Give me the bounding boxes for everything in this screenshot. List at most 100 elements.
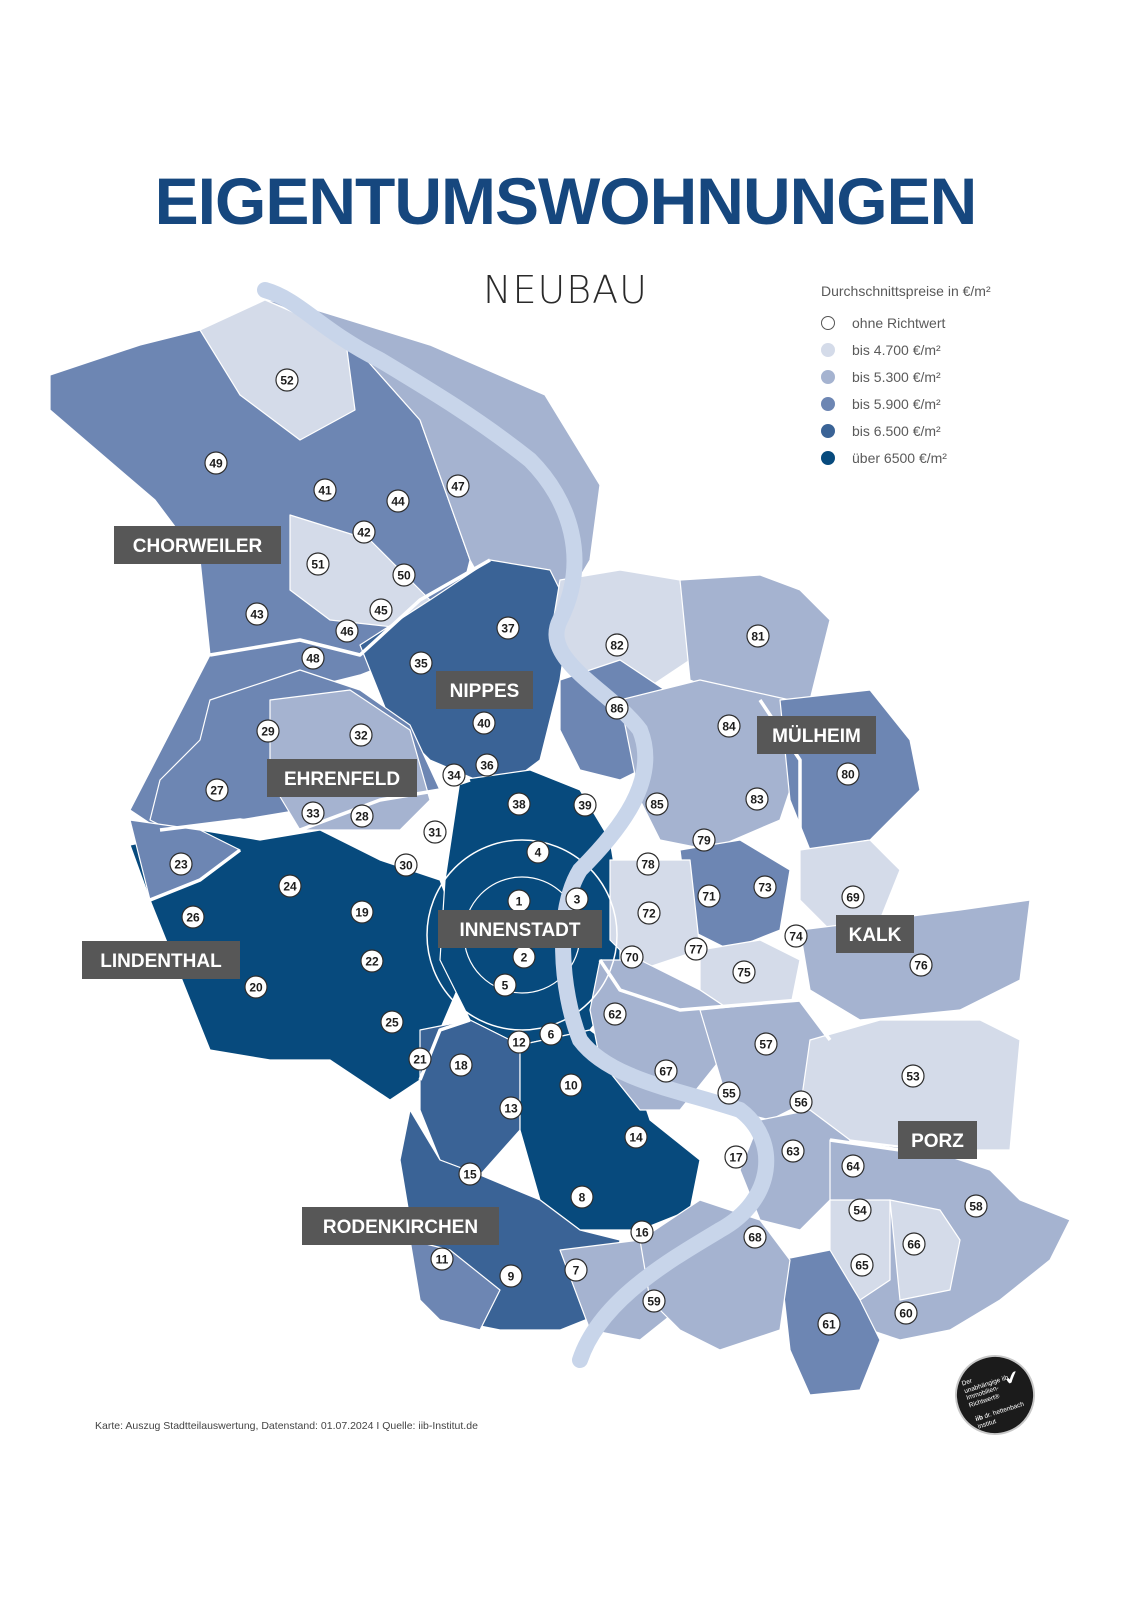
district-marker: 52 xyxy=(275,368,299,392)
marker-circle xyxy=(697,884,721,908)
district-marker: 32 xyxy=(349,723,373,747)
marker-number: 42 xyxy=(357,526,371,540)
marker-number: 85 xyxy=(650,798,664,812)
marker-number: 36 xyxy=(480,759,494,773)
district-marker: 31 xyxy=(423,820,447,844)
district-marker: 83 xyxy=(745,787,769,811)
district-label-text: PORZ xyxy=(911,1131,964,1152)
marker-number: 37 xyxy=(501,622,515,636)
district-marker: 29 xyxy=(256,719,280,743)
marker-circle xyxy=(205,778,229,802)
marker-number: 14 xyxy=(629,1131,643,1145)
marker-number: 71 xyxy=(702,890,716,904)
district-marker: 27 xyxy=(205,778,229,802)
district-marker: 21 xyxy=(408,1047,432,1071)
marker-number: 23 xyxy=(174,858,188,872)
district-marker: 59 xyxy=(642,1289,666,1313)
district-label-text: INNENSTADT xyxy=(459,920,580,941)
legend-item-6500: bis 6.500 €/m² xyxy=(821,417,991,444)
marker-number: 18 xyxy=(454,1059,468,1073)
marker-number: 32 xyxy=(354,729,368,743)
district-marker: 11 xyxy=(430,1247,454,1271)
marker-number: 8 xyxy=(579,1191,586,1205)
district-marker: 61 xyxy=(817,1312,841,1336)
marker-circle xyxy=(386,489,410,513)
region xyxy=(889,1199,961,1301)
district-marker: 2 xyxy=(512,945,536,969)
district-marker: 26 xyxy=(181,905,205,929)
district-marker: 76 xyxy=(909,953,933,977)
marker-number: 28 xyxy=(355,810,369,824)
marker-circle xyxy=(449,1053,473,1077)
district-label-text: MÜLHEIM xyxy=(772,726,861,747)
marker-number: 63 xyxy=(786,1145,800,1159)
district-marker: 23 xyxy=(169,852,193,876)
legend-swatch xyxy=(821,315,835,330)
marker-number: 73 xyxy=(758,881,772,895)
marker-circle xyxy=(350,804,374,828)
marker-number: 47 xyxy=(451,480,465,494)
district-marker: 51 xyxy=(306,552,330,576)
marker-circle xyxy=(559,1073,583,1097)
district-label: CHORWEILER xyxy=(114,526,281,564)
marker-number: 17 xyxy=(729,1151,743,1165)
district-marker: 84 xyxy=(717,714,741,738)
marker-circle xyxy=(245,602,269,626)
legend-item-5300: bis 5.300 €/m² xyxy=(821,363,991,390)
district-marker: 75 xyxy=(732,960,756,984)
marker-number: 81 xyxy=(751,630,765,644)
marker-number: 6 xyxy=(548,1028,555,1042)
district-label-text: LINDENTHAL xyxy=(100,951,222,972)
district-marker: 18 xyxy=(449,1053,473,1077)
marker-number: 12 xyxy=(512,1036,526,1050)
marker-circle xyxy=(636,852,660,876)
district-marker: 7 xyxy=(564,1258,588,1282)
district-marker: 6 xyxy=(539,1022,563,1046)
marker-number: 15 xyxy=(463,1168,477,1182)
marker-circle xyxy=(717,714,741,738)
district-marker: 44 xyxy=(386,489,410,513)
district-marker: 33 xyxy=(301,801,325,825)
marker-number: 33 xyxy=(306,807,320,821)
district-marker: 25 xyxy=(380,1010,404,1034)
district-label-box xyxy=(302,1207,499,1245)
district-border xyxy=(829,1138,901,1152)
source-footnote: Karte: Auszug Stadtteilauswertung, Daten… xyxy=(95,1420,478,1432)
district-marker: 46 xyxy=(335,619,359,643)
marker-circle xyxy=(817,1312,841,1336)
legend-label: bis 6.500 €/m² xyxy=(852,422,941,439)
district-label-box xyxy=(114,526,281,564)
district-borders xyxy=(149,558,901,1152)
marker-number: 21 xyxy=(413,1053,427,1067)
district-marker: 24 xyxy=(278,874,302,898)
marker-circle xyxy=(493,973,517,997)
district-marker: 43 xyxy=(245,602,269,626)
marker-circle xyxy=(745,787,769,811)
marker-circle xyxy=(637,901,661,925)
district-marker: 35 xyxy=(409,651,433,675)
marker-number: 43 xyxy=(250,608,264,622)
marker-number: 27 xyxy=(210,784,224,798)
marker-number: 75 xyxy=(737,966,751,980)
marker-circle xyxy=(684,937,708,961)
marker-number: 29 xyxy=(261,725,275,739)
marker-number: 76 xyxy=(914,959,928,973)
district-label: KALK xyxy=(836,915,914,953)
district-label-text: NIPPES xyxy=(450,681,520,702)
district-marker: 34 xyxy=(442,763,466,787)
district-label-box xyxy=(836,915,914,953)
marker-number: 59 xyxy=(647,1295,661,1309)
ring-road xyxy=(426,839,618,1031)
marker-circle xyxy=(350,900,374,924)
district-marker: 86 xyxy=(605,696,629,720)
marker-circle xyxy=(605,633,629,657)
marker-number: 7 xyxy=(573,1264,580,1278)
district-label: RODENKIRCHEN xyxy=(302,1207,499,1245)
marker-number: 65 xyxy=(855,1259,869,1273)
marker-number: 38 xyxy=(512,798,526,812)
marker-number: 56 xyxy=(794,1096,808,1110)
district-border xyxy=(598,959,832,1042)
district-marker: 58 xyxy=(964,1194,988,1218)
district-marker: 56 xyxy=(789,1090,813,1114)
